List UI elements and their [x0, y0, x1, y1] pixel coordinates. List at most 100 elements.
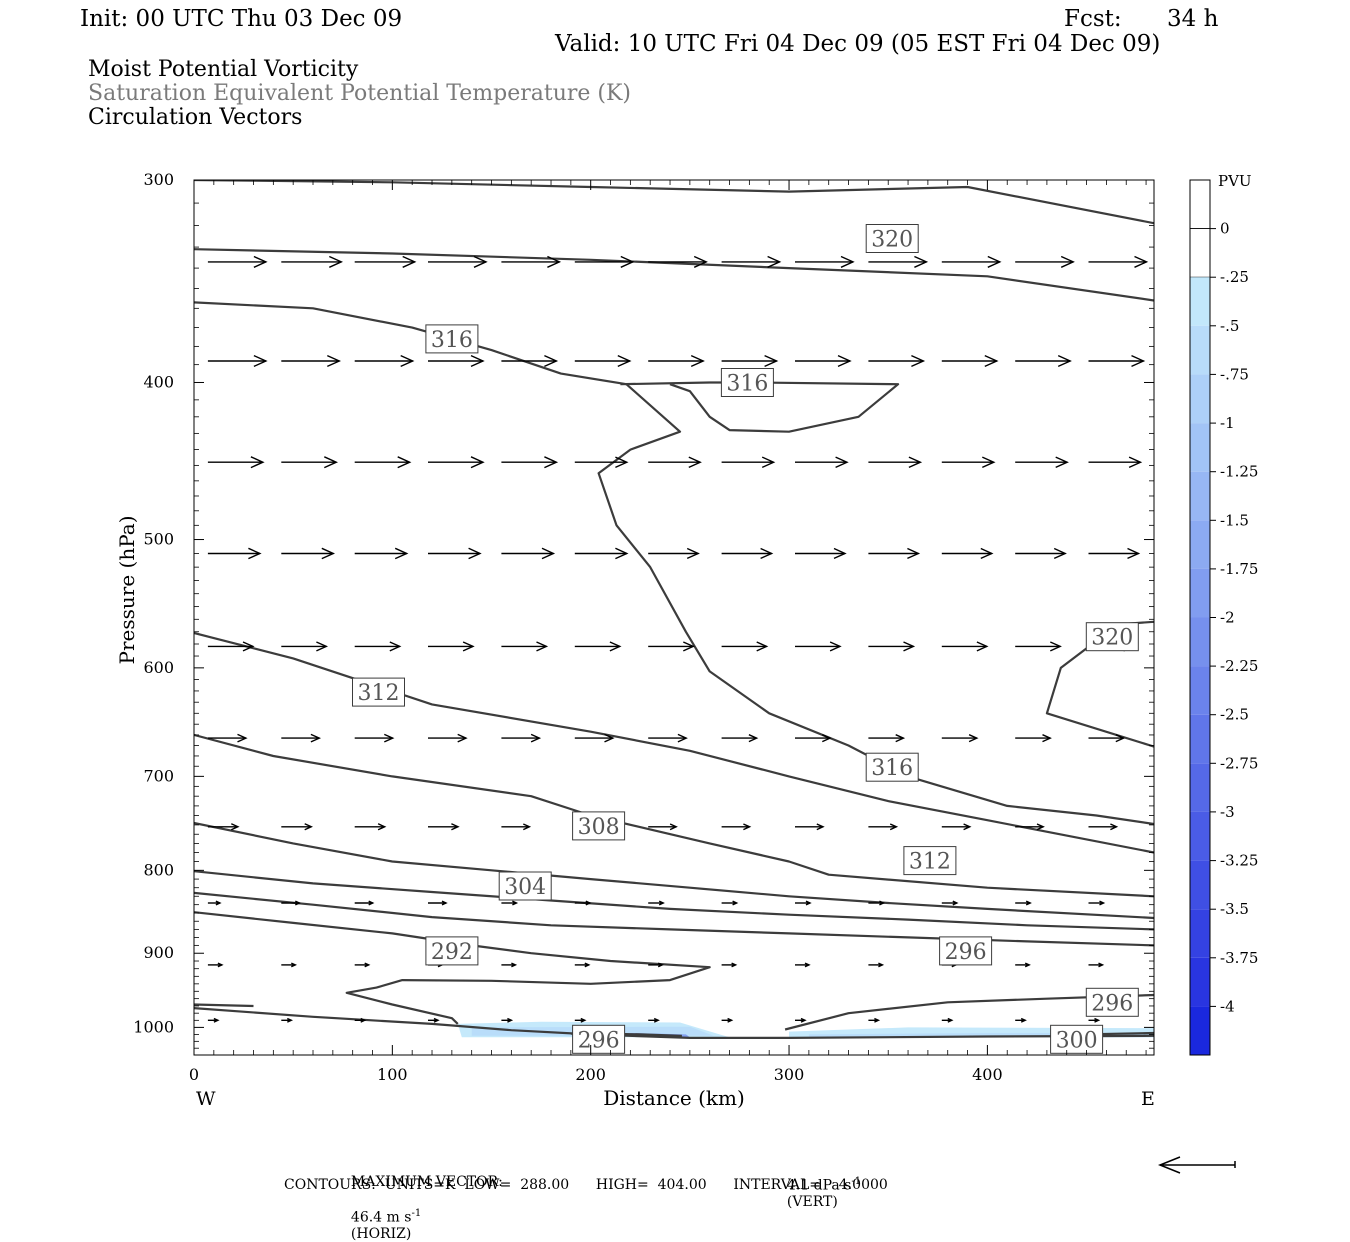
- vector-head: [242, 641, 255, 652]
- circulation-vector: [281, 733, 322, 743]
- vector-head: [976, 641, 989, 652]
- circulation-vector: [281, 823, 313, 831]
- circulation-vector: [354, 733, 395, 743]
- vector-head: [250, 456, 265, 469]
- vector-head: [441, 900, 448, 906]
- vector-head: [657, 962, 664, 968]
- contour-label-box: [498, 871, 552, 901]
- field-label-vectors: Circulation Vectors: [88, 105, 303, 130]
- vector-head: [903, 641, 916, 652]
- circulation-vector: [721, 641, 769, 652]
- circulation-vector: [1015, 255, 1075, 268]
- vector-head: [743, 823, 752, 831]
- vector-head: [400, 354, 415, 368]
- circulation-vector: [868, 255, 929, 268]
- colorbar-segment: [1190, 811, 1210, 861]
- x-axis-title: Distance (km): [603, 1086, 745, 1110]
- circulation-vector: [795, 255, 855, 268]
- vector-head: [329, 255, 344, 268]
- contour-label-text: 300: [1056, 1028, 1098, 1053]
- contour-label-text: 316: [726, 372, 768, 397]
- x-tick-label: 100: [377, 1065, 408, 1084]
- circulation-vector: [941, 255, 1002, 268]
- vector-head: [544, 354, 559, 368]
- circulation-vector: [868, 547, 921, 560]
- circulation-vector: [868, 962, 885, 968]
- vector-head: [688, 456, 702, 469]
- contour-label-box: [1085, 622, 1139, 652]
- vector-head: [217, 962, 224, 968]
- circulation-vectors: [207, 255, 1149, 1023]
- circulation-vector: [795, 900, 812, 906]
- vector-head: [761, 456, 776, 469]
- vector-head: [213, 1017, 220, 1023]
- circulation-vector: [941, 734, 979, 743]
- circulation-vector: [721, 547, 774, 560]
- vector-head: [530, 733, 542, 743]
- vector-head: [304, 823, 313, 831]
- vector-head: [402, 255, 417, 268]
- contour-label: 312: [903, 846, 957, 876]
- contour-label-box: [572, 1024, 626, 1054]
- contour-label: 296: [1085, 987, 1139, 1017]
- vector-head: [248, 547, 262, 560]
- vector-head: [451, 823, 460, 831]
- y-tick-label: 1000: [133, 1017, 174, 1036]
- circulation-vector: [501, 1017, 514, 1023]
- vector-head: [536, 641, 549, 652]
- contour-label: 296: [572, 1024, 626, 1054]
- circulation-vector: [941, 1017, 954, 1023]
- circulation-vector: [354, 962, 371, 968]
- circulation-vector: [501, 962, 518, 968]
- contour-label-box: [1050, 1024, 1104, 1054]
- cross-section-chart: 320 316 316 320 312 316 308 312 304 292 296 296 296 3…: [115, 170, 1258, 1174]
- pv-colorbar: 0 -.25 -.5 -.75 -1 -1.25 -1.5 -1.75 -2 -2.25 -2.5 -…: [1189, 179, 1258, 1056]
- vector-head: [1055, 456, 1069, 469]
- vector-head: [658, 900, 665, 906]
- axes: 0 100 200 300 400 300 400 500 600 700 800 900 1000: [133, 170, 1154, 1084]
- colorbar-segment: [1190, 957, 1210, 1007]
- circulation-vector: [354, 354, 415, 368]
- circulation-vector: [795, 641, 842, 652]
- colorbar-segment: [1190, 860, 1210, 910]
- reference-vector-arrow: [1157, 1156, 1236, 1174]
- vector-head: [677, 733, 688, 743]
- forecast-hour: 34 h: [1167, 6, 1219, 32]
- circulation-vector: [354, 823, 387, 831]
- circulation-vector: [501, 823, 532, 831]
- circulation-vector: [648, 641, 695, 652]
- vector-head: [731, 962, 738, 968]
- circulation-vector: [795, 1017, 807, 1023]
- colorbar-segment: [1190, 714, 1210, 764]
- colorbar-label: -3: [1220, 803, 1235, 821]
- circulation-vector: [574, 1017, 587, 1023]
- vector-head: [609, 641, 622, 652]
- vector-head: [889, 823, 899, 831]
- vector-head: [1020, 1017, 1027, 1023]
- circulation-vector: [721, 900, 739, 906]
- vector-head: [541, 547, 556, 560]
- vector-head: [764, 354, 779, 368]
- vector-head: [310, 733, 322, 743]
- circulation-vector: [501, 900, 519, 906]
- vector-head: [732, 900, 739, 906]
- contour-label-text: 316: [871, 756, 913, 781]
- vector-head: [822, 734, 832, 743]
- circulation-vector: [1015, 962, 1031, 968]
- colorbar-label: -2.75: [1220, 754, 1258, 772]
- vector-head: [377, 823, 387, 831]
- theta-es-contour: [194, 180, 1154, 225]
- vector-head: [829, 641, 842, 652]
- contour-label: 320: [865, 224, 919, 253]
- contour-label-text: 320: [871, 228, 913, 253]
- theta-es-contours: [194, 180, 1154, 1040]
- contour-label-text: 292: [431, 940, 473, 965]
- theta-es-contour: [194, 1003, 254, 1008]
- circulation-vector: [941, 823, 972, 831]
- circulation-vector: [1088, 354, 1146, 368]
- forecast-label: Fcst:: [1064, 6, 1122, 32]
- vector-head: [686, 547, 700, 560]
- circulation-vector: [428, 823, 460, 831]
- vector-head: [316, 641, 329, 652]
- vector-head: [963, 823, 972, 831]
